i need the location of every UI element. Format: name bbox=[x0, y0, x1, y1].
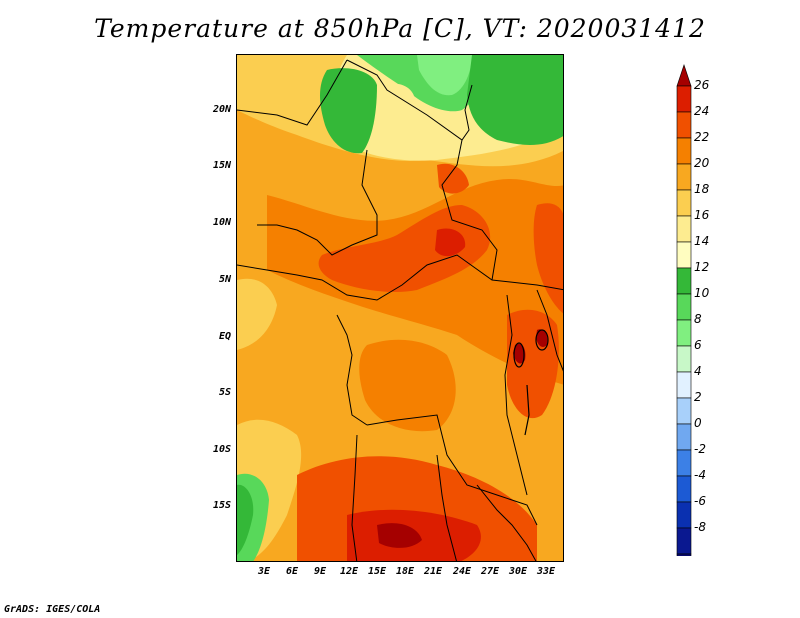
y-tick-label: 5N bbox=[218, 274, 231, 285]
colorbar-cell bbox=[676, 111, 692, 139]
colorbar-label: -8 bbox=[694, 520, 706, 534]
colorbar-label: 8 bbox=[694, 312, 702, 326]
colorbar-cell bbox=[676, 163, 692, 191]
credit-text: GrADS: IGES/COLA bbox=[4, 604, 101, 615]
y-tick-label: 10N bbox=[212, 217, 231, 228]
colorbar-cell bbox=[676, 345, 692, 373]
y-tick-label: EQ bbox=[218, 331, 231, 342]
y-tick-label: 20N bbox=[212, 104, 231, 115]
colorbar-cell bbox=[676, 475, 692, 503]
colorbar-label: 4 bbox=[694, 364, 702, 378]
colorbar-label: 16 bbox=[694, 208, 710, 222]
x-tick-label: 9E bbox=[313, 566, 327, 577]
x-tick-label: 6E bbox=[285, 566, 299, 577]
chart-title: Temperature at 850hPa [C], VT: 202003141… bbox=[94, 14, 706, 43]
colorbar-cell bbox=[676, 527, 692, 555]
x-tick-label: 30E bbox=[508, 566, 528, 577]
temperature-field bbox=[237, 55, 563, 561]
colorbar-cell bbox=[676, 293, 692, 321]
colorbar-label: 0 bbox=[694, 416, 702, 430]
colorbar-cell bbox=[676, 553, 692, 556]
colorbar-label: 2 bbox=[694, 390, 702, 404]
x-tick-label: 3E bbox=[257, 566, 271, 577]
colorbar-label: -2 bbox=[694, 442, 706, 456]
colorbar-label: 22 bbox=[694, 130, 710, 144]
colorbar-top-arrow bbox=[676, 64, 692, 87]
x-tick-label: 15E bbox=[367, 566, 387, 577]
colorbar-cell bbox=[676, 371, 692, 399]
y-tick-label: 15S bbox=[212, 500, 231, 511]
colorbar-cell bbox=[676, 241, 692, 269]
colorbar-label: 6 bbox=[694, 338, 702, 352]
colorbar-label: -4 bbox=[694, 468, 706, 482]
y-tick-label: 15N bbox=[212, 160, 231, 171]
x-tick-label: 21E bbox=[423, 566, 443, 577]
x-tick-label: 18E bbox=[395, 566, 415, 577]
colorbar-cell bbox=[676, 267, 692, 295]
colorbar bbox=[676, 64, 692, 556]
colorbar-cell bbox=[676, 85, 692, 113]
colorbar-cell bbox=[676, 319, 692, 347]
colorbar-cell bbox=[676, 397, 692, 425]
x-tick-label: 33E bbox=[536, 566, 556, 577]
y-tick-label: 5S bbox=[218, 387, 231, 398]
colorbar-label: 12 bbox=[694, 260, 710, 274]
colorbar-cell bbox=[676, 423, 692, 451]
colorbar-label: 20 bbox=[694, 156, 710, 170]
x-tick-label: 27E bbox=[480, 566, 500, 577]
colorbar-label: 24 bbox=[694, 104, 710, 118]
colorbar-label: 26 bbox=[694, 78, 710, 92]
colorbar-label: -6 bbox=[694, 494, 706, 508]
x-tick-label: 12E bbox=[339, 566, 359, 577]
colorbar-label: 10 bbox=[694, 286, 710, 300]
colorbar-label: 18 bbox=[694, 182, 710, 196]
x-tick-label: 24E bbox=[452, 566, 472, 577]
colorbar-cell bbox=[676, 501, 692, 529]
colorbar-cell bbox=[676, 137, 692, 165]
colorbar-cell bbox=[676, 189, 692, 217]
colorbar-label: 14 bbox=[694, 234, 710, 248]
map-plot-area bbox=[236, 54, 564, 562]
colorbar-cell bbox=[676, 215, 692, 243]
y-tick-label: 10S bbox=[212, 444, 231, 455]
colorbar-cell bbox=[676, 449, 692, 477]
